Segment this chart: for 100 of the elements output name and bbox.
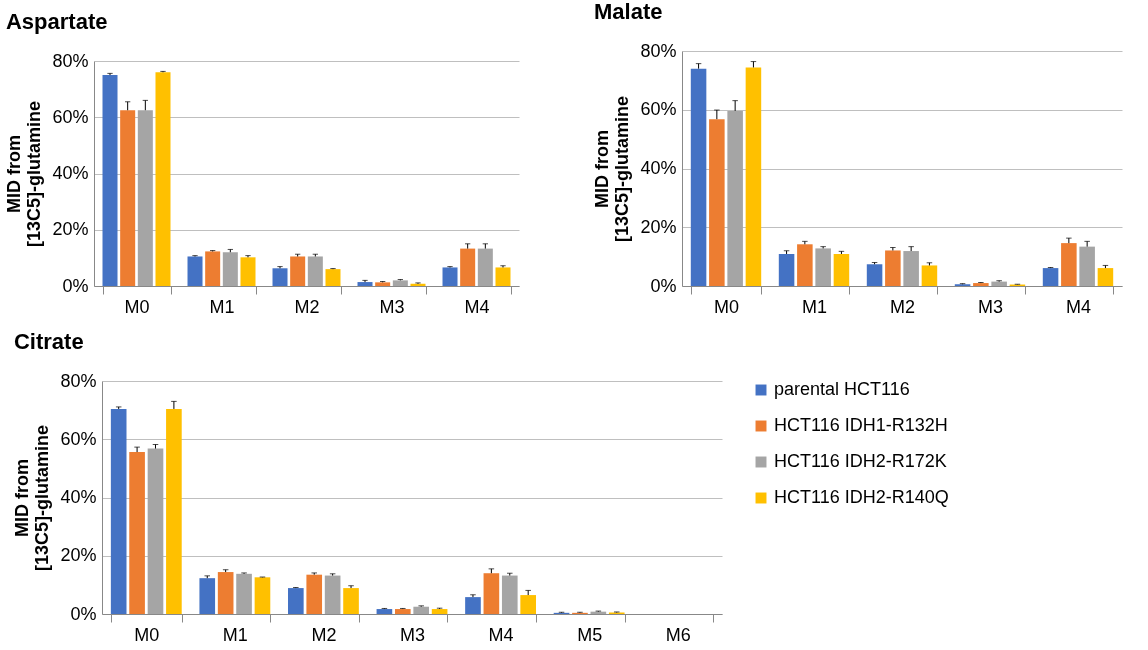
bar	[442, 267, 458, 286]
legend-label: parental HCT116	[774, 379, 910, 399]
legend-label: HCT116 IDH1-R132H	[774, 415, 948, 435]
bar	[166, 408, 182, 614]
bar	[205, 251, 221, 286]
x-tick-label: M0	[124, 296, 150, 317]
y-tick-label: 0%	[70, 603, 97, 624]
bar	[288, 588, 304, 614]
x-tick-label: M3	[977, 296, 1004, 317]
y-tick-label: 80%	[640, 40, 677, 61]
bar	[477, 248, 493, 286]
bar	[921, 265, 938, 286]
bar	[815, 248, 831, 286]
y-tick-label: 40%	[60, 487, 97, 507]
bar	[102, 75, 118, 286]
bar	[236, 573, 252, 614]
bar	[690, 68, 707, 286]
bar	[240, 257, 256, 286]
bar	[217, 572, 234, 614]
x-tick-label: M4	[1065, 296, 1092, 317]
bar	[120, 110, 136, 286]
bar	[520, 595, 536, 614]
bar	[413, 606, 430, 614]
bar	[410, 283, 426, 286]
bar	[727, 110, 743, 286]
bar	[376, 609, 393, 614]
x-tick-label: M5	[577, 624, 603, 645]
legend-label: HCT116 IDH2-R172K	[774, 451, 947, 471]
bar	[324, 575, 341, 614]
bar	[483, 573, 500, 614]
bar	[343, 588, 359, 614]
bar	[394, 609, 411, 614]
y-tick-label: 60%	[52, 106, 89, 127]
bar	[137, 110, 153, 286]
x-tick-label: M2	[311, 624, 337, 645]
y-tick-label: 60%	[60, 428, 97, 449]
bar	[307, 256, 323, 286]
x-tick-label: M4	[464, 296, 490, 317]
bar	[1061, 243, 1077, 286]
y-tick-label: 20%	[640, 216, 677, 237]
bar	[1079, 246, 1095, 286]
bar	[460, 248, 476, 286]
bar	[325, 269, 341, 286]
bar	[495, 267, 511, 286]
y-tick-label: 40%	[52, 163, 89, 183]
x-tick-label: M2	[889, 296, 916, 317]
bar	[290, 256, 306, 286]
x-tick-label: M4	[488, 624, 514, 645]
x-tick-label: M2	[294, 296, 320, 317]
bar	[375, 282, 391, 286]
chart-title: Malate	[593, 0, 663, 24]
y-tick-label: 60%	[640, 99, 677, 120]
y-tick-label: 0%	[650, 275, 677, 296]
bar	[778, 253, 795, 286]
bar	[866, 264, 883, 286]
chart-title: Aspartate	[5, 9, 108, 34]
y-tick-label: 80%	[52, 50, 89, 71]
bar	[465, 597, 481, 614]
bar	[991, 281, 1007, 286]
bar	[147, 448, 164, 614]
bar	[709, 119, 725, 286]
bar	[392, 280, 408, 286]
y-tick-label: 20%	[52, 219, 89, 240]
bar	[129, 452, 145, 614]
x-tick-label: M1	[801, 296, 828, 317]
y-axis-title: MID from [13C5]-glutamine	[12, 424, 53, 572]
bar	[110, 408, 127, 614]
x-tick-label: M0	[134, 624, 160, 645]
bar	[431, 609, 448, 614]
bar	[973, 283, 989, 286]
bar	[199, 578, 216, 614]
bar	[797, 244, 813, 286]
bar	[272, 268, 288, 286]
bar	[833, 253, 850, 286]
x-tick-label: M0	[713, 296, 740, 317]
y-axis-title: MID from [13C5]-glutamine	[592, 95, 633, 243]
legend-label: HCT116 IDH2-R140Q	[774, 487, 949, 507]
x-tick-label: M6	[665, 624, 691, 645]
bar	[885, 250, 901, 286]
bar	[306, 574, 323, 614]
bar	[1042, 268, 1059, 286]
y-tick-label: 0%	[62, 275, 89, 296]
x-tick-label: M1	[209, 296, 235, 317]
bar	[187, 256, 203, 286]
y-axis-title: MID from [13C5]-glutamine	[4, 100, 45, 248]
bar	[222, 252, 238, 286]
bar	[357, 282, 373, 286]
x-tick-label: M1	[222, 624, 248, 645]
chart-title: Citrate	[13, 329, 84, 354]
bar	[501, 575, 518, 614]
bar	[254, 577, 271, 614]
bar	[903, 251, 919, 286]
x-tick-label: M3	[399, 624, 426, 645]
y-tick-label: 20%	[60, 545, 97, 566]
y-tick-label: 40%	[640, 158, 677, 178]
bar	[745, 67, 762, 286]
bar	[155, 72, 171, 286]
x-tick-label: M3	[379, 296, 405, 317]
y-tick-label: 80%	[60, 370, 97, 391]
bar	[1097, 268, 1114, 286]
